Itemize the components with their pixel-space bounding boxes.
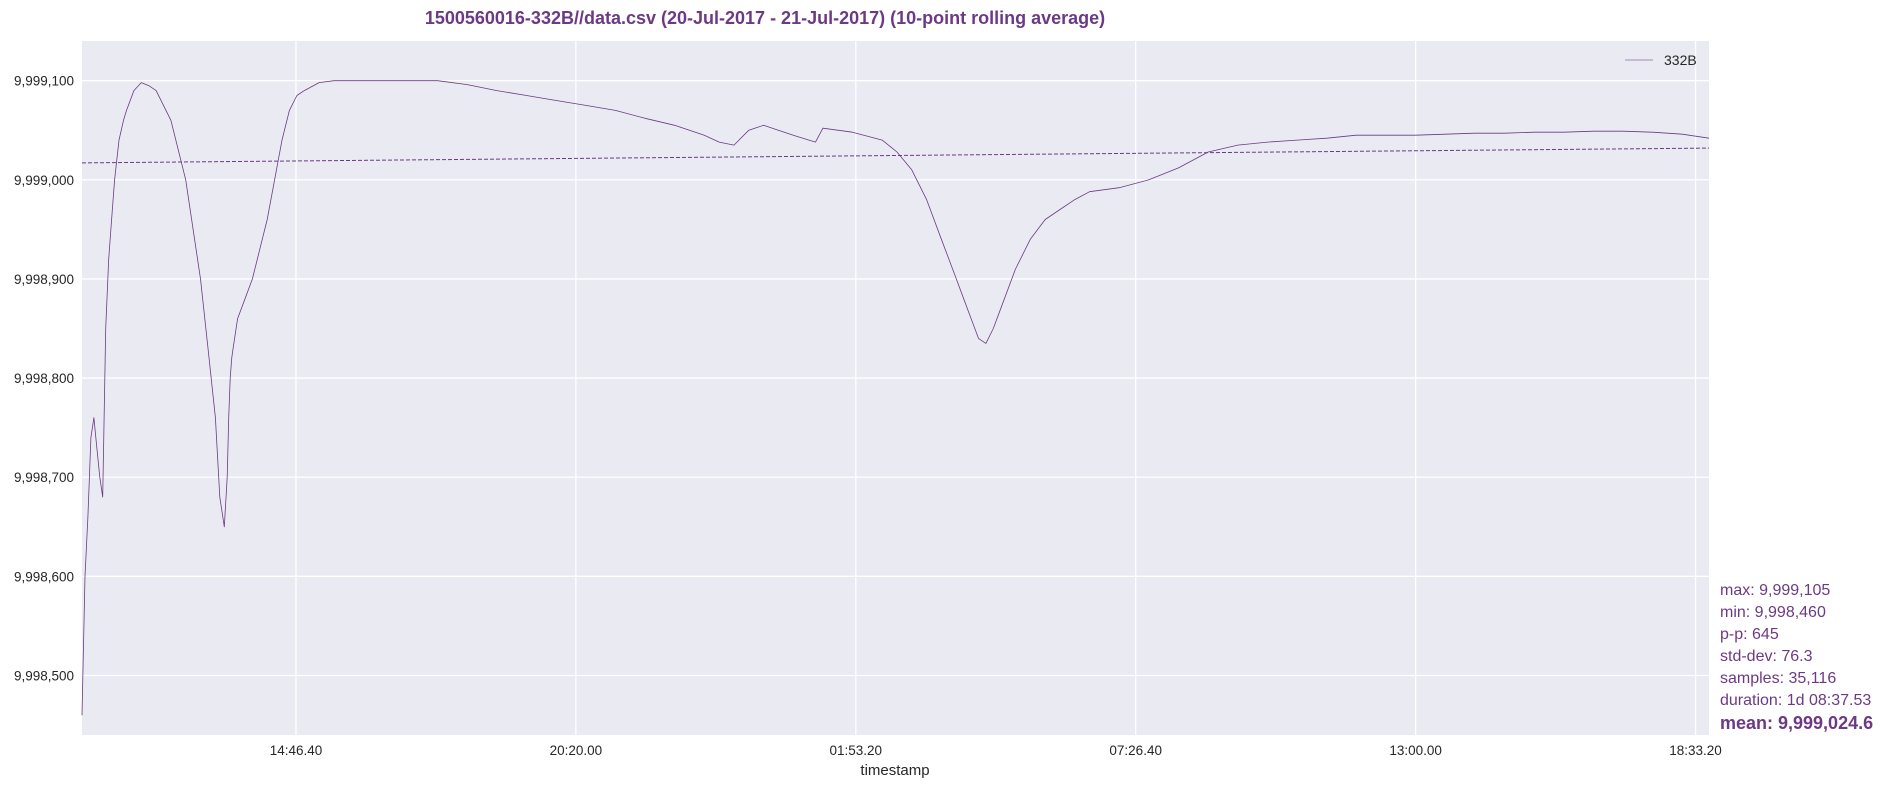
y-tick-label: 9,998,800 xyxy=(14,371,74,386)
x-tick-label: 18:33.20 xyxy=(1669,743,1722,758)
legend: 332B xyxy=(1625,52,1697,68)
y-tick-label: 9,999,100 xyxy=(14,74,74,89)
stat-mean: mean: 9,999,024.6 xyxy=(1720,713,1874,733)
chart-title: 1500560016-332B//data.csv (20-Jul-2017 -… xyxy=(425,8,1105,28)
legend-label-332b: 332B xyxy=(1664,52,1697,68)
grid-lines xyxy=(82,41,1709,735)
stat-min: min: 9,998,460 xyxy=(1720,604,1826,621)
y-tick-label: 9,999,000 xyxy=(14,173,74,188)
mean-trend-line xyxy=(81,147,1710,164)
x-tick-label: 14:46.40 xyxy=(270,743,323,758)
x-tick-label: 20:20.00 xyxy=(550,743,603,758)
stat-pp: p-p: 645 xyxy=(1720,626,1779,643)
y-tick-label: 9,998,500 xyxy=(14,669,74,684)
x-axis-label: timestamp xyxy=(860,762,929,779)
series-line-332b xyxy=(81,80,1710,716)
x-tick-label: 13:00.00 xyxy=(1389,743,1442,758)
x-tick-label: 07:26.40 xyxy=(1109,743,1162,758)
y-tick-label: 9,998,900 xyxy=(14,272,74,287)
x-tick-label: 01:53.20 xyxy=(830,743,883,758)
y-tick-label: 9,998,700 xyxy=(14,470,74,485)
stat-max: max: 9,999,105 xyxy=(1720,582,1831,599)
y-tick-label: 9,998,600 xyxy=(14,569,74,584)
stat-std-dev: std-dev: 76.3 xyxy=(1720,648,1813,665)
stats-panel: max: 9,999,105 min: 9,998,460 p-p: 645 s… xyxy=(1720,580,1886,734)
y-axis-ticks: 9,998,500 9,998,600 9,998,700 9,998,800 9,99… xyxy=(14,74,74,684)
series-layer xyxy=(81,80,1710,716)
stat-samples: samples: 35,116 xyxy=(1720,670,1837,687)
x-axis-ticks: 14:46.40 20:20.00 01:53.20 07:26.40 13:00.00… xyxy=(270,743,1722,758)
stat-duration: duration: 1d 08:37.53 xyxy=(1720,692,1872,709)
plot-area xyxy=(82,41,1709,735)
